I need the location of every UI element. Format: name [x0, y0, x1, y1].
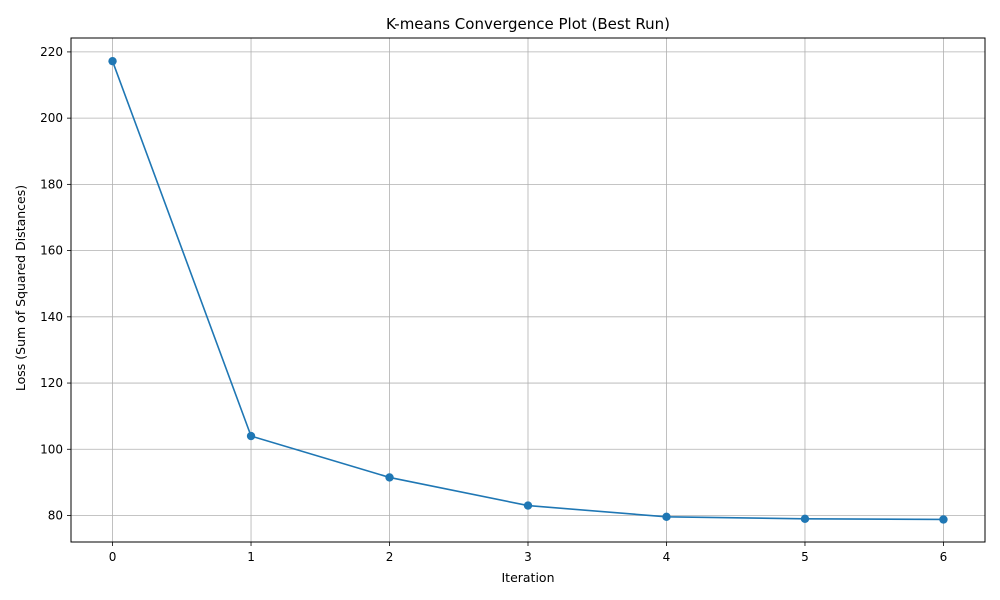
y-tick-label: 100 [40, 442, 63, 456]
x-tick-label: 0 [109, 550, 117, 564]
x-tick-label: 2 [386, 550, 394, 564]
y-ticks: 80 100 120 140 160 180 200 220 [40, 45, 71, 523]
x-tick-label: 5 [801, 550, 809, 564]
x-tick-label: 6 [940, 550, 948, 564]
y-tick-label: 160 [40, 244, 63, 258]
grid [71, 38, 985, 542]
y-tick-label: 140 [40, 310, 63, 324]
data-point [108, 56, 117, 66]
data-point [662, 512, 671, 522]
y-tick-label: 220 [40, 45, 63, 59]
data-point [523, 501, 533, 510]
x-tick-label: 1 [247, 550, 255, 564]
data-point [246, 431, 256, 441]
data-point [939, 515, 948, 524]
y-tick-label: 120 [40, 376, 63, 390]
x-tick-label: 3 [524, 550, 532, 564]
data-point [385, 473, 394, 482]
y-tick-label: 180 [40, 177, 63, 191]
y-tick-label: 200 [40, 111, 63, 125]
y-axis-label: Loss (Sum of Squared Distances) [13, 185, 28, 391]
x-ticks: 0 1 2 3 4 5 6 [109, 542, 948, 564]
y-tick-label: 80 [48, 509, 63, 523]
chart-title: K-means Convergence Plot (Best Run) [386, 15, 670, 33]
data-point [800, 514, 810, 524]
series-layer [108, 56, 948, 524]
x-tick-label: 4 [663, 550, 671, 564]
x-axis-label: Iteration [501, 570, 554, 585]
